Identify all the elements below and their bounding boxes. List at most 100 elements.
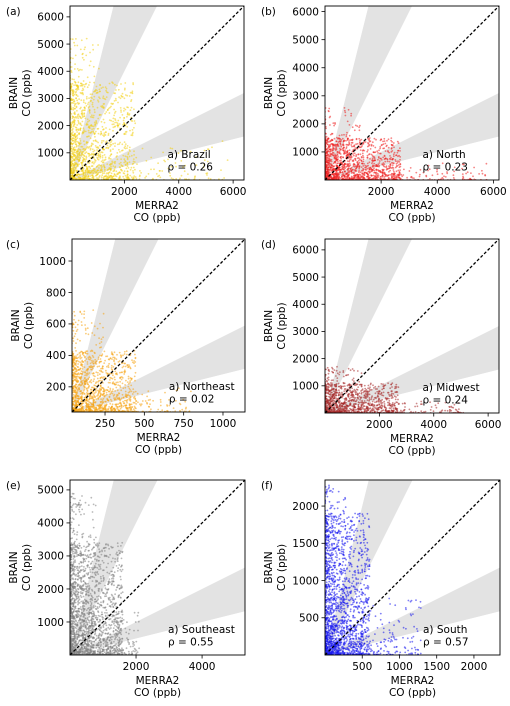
data-point bbox=[113, 126, 116, 128]
data-point bbox=[95, 166, 98, 168]
data-point bbox=[362, 391, 365, 394]
data-point bbox=[91, 409, 94, 412]
data-point bbox=[351, 126, 354, 129]
data-point bbox=[155, 173, 158, 175]
data-point bbox=[123, 132, 126, 135]
data-point bbox=[390, 147, 393, 150]
data-point bbox=[396, 151, 399, 154]
data-point bbox=[101, 151, 104, 154]
data-point bbox=[114, 378, 116, 381]
data-point bbox=[133, 362, 135, 365]
data-point bbox=[88, 376, 91, 379]
data-point bbox=[114, 110, 117, 113]
data-point bbox=[112, 117, 115, 120]
data-point bbox=[146, 395, 149, 398]
data-point bbox=[95, 85, 98, 88]
data-point bbox=[141, 393, 144, 396]
data-point bbox=[375, 164, 378, 166]
data-point bbox=[110, 165, 112, 168]
data-point bbox=[130, 106, 133, 109]
data-point bbox=[145, 160, 148, 162]
data-point bbox=[101, 156, 104, 159]
data-point bbox=[120, 83, 122, 85]
data-point bbox=[124, 82, 127, 84]
data-point bbox=[170, 177, 173, 180]
data-point bbox=[358, 173, 361, 176]
data-point bbox=[485, 162, 488, 165]
data-point bbox=[139, 403, 141, 406]
data-point bbox=[78, 376, 81, 379]
data-point bbox=[384, 157, 387, 160]
data-point bbox=[366, 167, 369, 170]
data-point bbox=[415, 402, 418, 405]
data-point bbox=[75, 143, 78, 146]
region-annotation: a) Brazil bbox=[167, 149, 210, 161]
data-point bbox=[88, 172, 91, 175]
data-point bbox=[79, 140, 82, 142]
data-point bbox=[392, 142, 395, 144]
data-point bbox=[76, 124, 79, 126]
data-point bbox=[123, 107, 125, 110]
data-point bbox=[132, 388, 135, 390]
data-point bbox=[123, 373, 126, 375]
data-point bbox=[180, 149, 183, 152]
data-point bbox=[395, 391, 397, 394]
y-axis-label-line2: CO (ppb) bbox=[21, 69, 33, 116]
data-point bbox=[339, 138, 341, 140]
data-point bbox=[81, 131, 84, 134]
data-point bbox=[112, 374, 114, 377]
data-point bbox=[125, 399, 128, 402]
data-point bbox=[101, 125, 104, 128]
data-point bbox=[92, 399, 95, 402]
data-point bbox=[90, 145, 93, 148]
data-point bbox=[75, 94, 78, 96]
data-point bbox=[83, 112, 86, 115]
data-point bbox=[391, 172, 393, 175]
data-point bbox=[329, 143, 332, 146]
data-point bbox=[72, 366, 75, 368]
data-point bbox=[395, 162, 398, 165]
data-point bbox=[89, 394, 92, 397]
data-point bbox=[131, 129, 134, 131]
data-point bbox=[88, 131, 90, 134]
data-point bbox=[347, 176, 350, 178]
data-point bbox=[376, 165, 379, 168]
data-point bbox=[75, 178, 77, 180]
data-point bbox=[346, 137, 349, 140]
data-point bbox=[73, 137, 76, 140]
data-point bbox=[99, 389, 102, 391]
data-point bbox=[376, 172, 379, 175]
data-point bbox=[99, 90, 101, 93]
data-point bbox=[107, 366, 110, 369]
data-point bbox=[103, 172, 106, 175]
data-point bbox=[336, 159, 339, 161]
data-point bbox=[139, 404, 142, 407]
data-point bbox=[382, 140, 384, 143]
data-point bbox=[358, 392, 361, 395]
data-point bbox=[86, 86, 89, 89]
data-point bbox=[80, 82, 82, 85]
data-point bbox=[76, 152, 79, 155]
data-point bbox=[127, 364, 130, 366]
data-point bbox=[124, 164, 127, 167]
data-point bbox=[383, 172, 385, 175]
data-point bbox=[484, 174, 487, 177]
data-point bbox=[84, 46, 86, 49]
data-point bbox=[108, 396, 111, 399]
data-point bbox=[123, 158, 126, 161]
data-point bbox=[109, 381, 111, 384]
data-point bbox=[73, 44, 76, 47]
data-point bbox=[99, 84, 101, 86]
y-tick-label: 1000 bbox=[39, 256, 66, 268]
data-point bbox=[116, 158, 119, 161]
data-point bbox=[223, 177, 226, 179]
data-point bbox=[336, 165, 339, 167]
data-point bbox=[94, 362, 97, 365]
data-point bbox=[107, 134, 110, 137]
data-point bbox=[341, 163, 343, 166]
data-point bbox=[86, 409, 88, 411]
data-point bbox=[427, 164, 430, 167]
data-point bbox=[96, 106, 99, 109]
data-point bbox=[382, 143, 385, 146]
data-point bbox=[428, 168, 431, 171]
